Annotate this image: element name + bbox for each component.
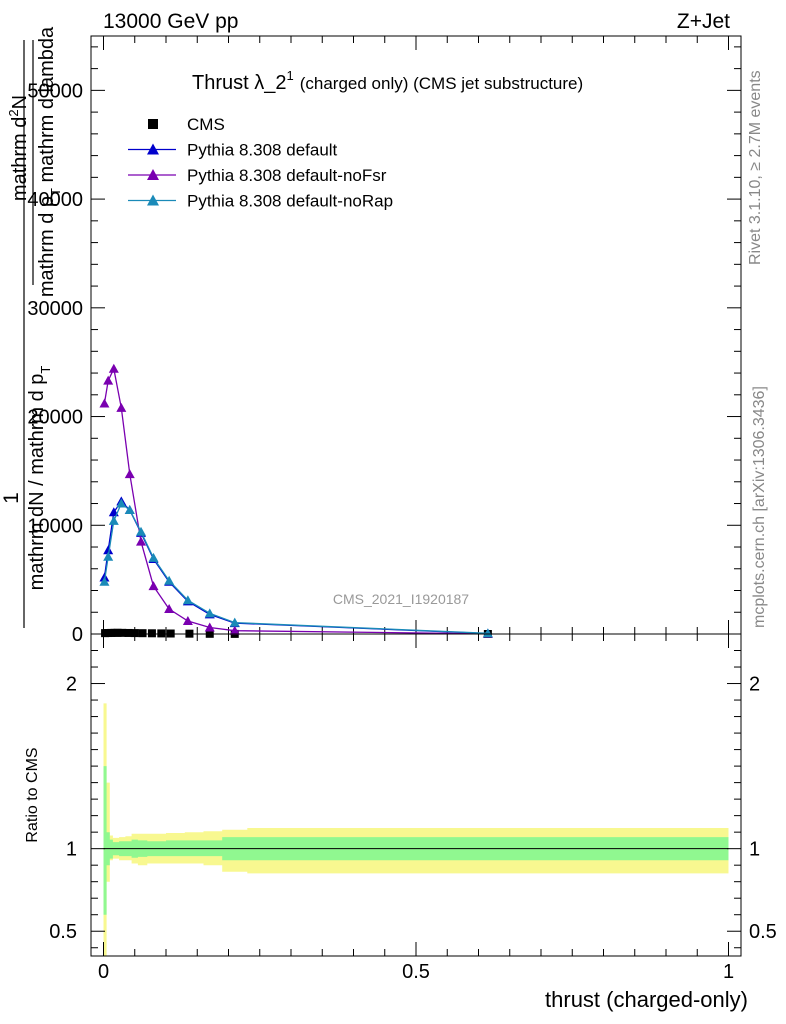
series-point [103,375,114,385]
series-point [108,363,119,373]
series-point [182,615,193,625]
ratio-y-tick-label: 2 [66,674,77,696]
cms-data-point [118,628,127,637]
ylabel-inner-denominator-sub: T [48,188,63,196]
ylabel-numerator: mathrm d2N [6,95,31,201]
ratio-total-uncertainty-band [103,703,729,956]
cms-data-point [124,628,133,637]
series-point [136,536,146,546]
chart-title-main: Thrust λ_2 [192,72,286,94]
analysis-watermark: CMS_2021_I1920187 [333,591,469,607]
chart-title-rest: (charged only) (CMS jet substructure) [300,74,583,93]
ratio-y-axis-label: Ratio to CMS [24,747,41,842]
main-y-tick-label: 20000 [27,407,83,429]
legend-swatch-marker [147,143,159,155]
x-axis-label: thrust (charged-only) [545,987,748,1012]
ratio-stat-uncertainty-band [103,766,729,915]
series-point [136,526,146,536]
series-point [229,625,240,635]
main-y-axis-label: 1 mathrm d2N mathrm d pT mathrm d lambda… [0,26,63,628]
series-point [116,402,127,412]
ylabel-numerator-rest: N [9,95,31,109]
legend-swatch-cms [148,119,158,129]
series-point [164,603,175,613]
series-point [103,551,114,561]
main-y-tick-label: 30000 [27,298,83,320]
main-series-layer [99,363,493,638]
main-y-tick-label: 0 [72,624,83,646]
ratio-y-axis-ticks: 0.5 0.5 1 1 2 2 [49,650,777,949]
series-point [482,628,493,638]
x-tick-label: 0 [98,961,109,983]
ratio-y-tick-label-right: 2 [749,674,760,696]
legend-swatch-marker [147,194,159,206]
series-point [103,545,114,555]
legend-entry-label: Pythia 8.308 default-noRap [187,192,393,211]
rivet-version-label: Rivet 3.1.10, ≥ 2.7M events [747,70,764,265]
ratio-y-tick-label-right: 1 [749,839,760,861]
main-y-tick-label: 10000 [27,515,83,537]
series-line [103,502,488,634]
series-point [182,595,193,605]
ratio-frame [90,633,742,957]
series-point [99,398,110,408]
series-point [148,552,159,562]
series-point [99,576,110,586]
cms-data-point [147,629,156,638]
chart-title: Thrust λ_21 (charged only) (CMS jet subst… [192,68,583,94]
ylabel-outer-denominator: mathrm dN / mathrm d pT [26,366,53,591]
main-y-axis-ticks: 0 10000 20000 30000 40000 50000 [27,46,741,646]
cms-data-point [113,628,122,637]
series-point [148,581,159,591]
x-tick-label: 1 [723,961,734,983]
legend-swatch-marker [147,169,159,180]
legend-entry-label: Pythia 8.308 default [187,141,338,160]
ratio-panel: 0.5 0.51 12 2 0 0.5 1 Ratio to CMS thrust (ch… [24,633,777,1012]
cms-data-point [138,629,147,638]
ratio-y-tick-label: 1 [66,839,77,861]
series-point [229,617,240,627]
ylabel-inner-denominator-main: mathrm d p [36,196,58,297]
mcplots-label: mcplots.cern.ch [arXiv:1306.3436] [751,386,768,628]
series-point [164,575,175,585]
legend-entry-label: Pythia 8.308 default-noFsr [187,166,387,185]
ylabel-outer-denominator-sub: T [38,366,53,374]
series-point [124,505,135,515]
legend-entry-label: CMS [187,115,225,134]
main-y-tick-label: 40000 [27,189,83,211]
main-y-tick-label: 50000 [27,80,83,102]
legend: CMS Pythia 8.308 default Pythia 8.308 defa… [128,115,393,211]
ylabel-one: 1 [0,492,23,504]
chart-title-superscript: 1 [286,68,293,83]
ylabel-inner-denominator: mathrm d pT mathrm d lambda [36,26,63,297]
cms-data-point [157,629,166,638]
ratio-x-axis-ticks: 0 0.5 1 [98,634,734,983]
header-process-label: Z+Jet [677,10,730,33]
ylabel-numerator-main: mathrm d [9,117,31,201]
ratio-y-tick-label-right: 0.5 [749,921,777,943]
ratio-bands [103,703,729,956]
ylabel-numerator-sup: 2 [6,109,21,116]
cms-data-point [130,629,139,638]
series-point [204,608,215,618]
series-point [204,622,215,632]
series-line [103,500,488,635]
ylabel-inner-denominator-rest: mathrm d lambda [36,26,58,188]
series-point [116,498,127,508]
x-tick-label: 0.5 [402,961,430,983]
series-point [124,469,135,479]
ratio-y-tick-label: 0.5 [49,921,77,943]
series-point [108,515,119,525]
header-energy-label: 13000 GeV pp [103,10,238,33]
ylabel-outer-denominator-main: mathrm dN / mathrm d p [26,374,48,591]
